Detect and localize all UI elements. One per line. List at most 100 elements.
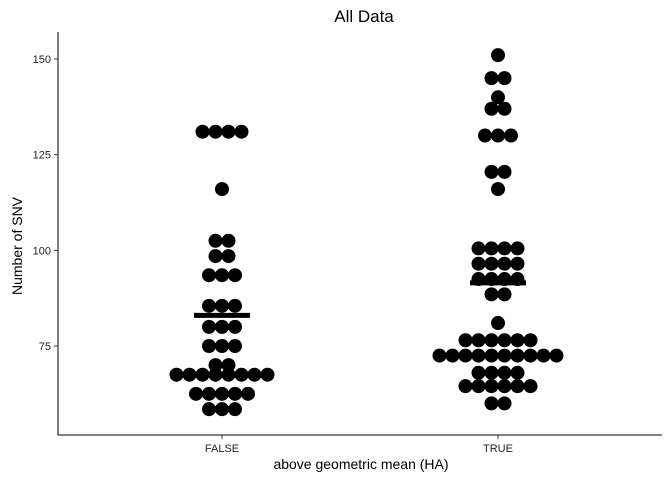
data-point	[228, 319, 242, 334]
data-point	[458, 333, 473, 348]
x-tick-label: TRUE	[483, 443, 513, 455]
data-point	[208, 233, 223, 248]
data-point	[221, 367, 236, 382]
data-point	[491, 128, 505, 143]
data-point	[208, 124, 223, 139]
data-point	[491, 316, 505, 331]
data-point	[221, 249, 236, 264]
data-point	[484, 101, 499, 116]
data-point	[228, 339, 242, 353]
data-point	[471, 348, 486, 363]
data-point	[497, 164, 512, 179]
data-point	[458, 379, 473, 394]
data-point	[471, 256, 486, 271]
data-point	[445, 348, 460, 363]
data-point	[497, 71, 512, 86]
data-point	[510, 241, 525, 256]
data-point	[228, 386, 242, 401]
data-point	[510, 379, 525, 394]
data-point	[478, 128, 492, 143]
data-point	[497, 396, 512, 411]
data-point	[510, 365, 525, 380]
data-point	[234, 124, 249, 139]
data-point	[484, 365, 499, 380]
data-point	[497, 379, 512, 394]
data-point	[484, 348, 499, 363]
data-point	[484, 379, 499, 394]
y-axis-title: Number of SNV	[9, 196, 25, 295]
data-point	[491, 90, 505, 105]
data-point	[549, 348, 564, 363]
x-tick-label: FALSE	[205, 443, 239, 455]
data-point	[215, 319, 229, 334]
data-point	[510, 348, 525, 363]
data-point	[484, 71, 499, 86]
data-point	[215, 298, 229, 313]
data-point	[497, 333, 512, 348]
data-point	[510, 333, 525, 348]
data-point	[228, 402, 242, 417]
data-point	[182, 367, 197, 382]
data-point	[504, 128, 518, 143]
data-point	[215, 268, 229, 283]
data-point	[523, 379, 538, 394]
data-point	[497, 348, 512, 363]
data-point	[491, 48, 505, 63]
data-point	[247, 367, 262, 382]
data-point	[536, 348, 551, 363]
data-point	[510, 256, 525, 271]
data-point	[169, 367, 184, 382]
data-point	[208, 249, 223, 264]
data-point	[241, 386, 255, 401]
data-point	[471, 333, 486, 348]
data-point	[432, 348, 447, 363]
data-point	[208, 367, 223, 382]
y-tick-label: 125	[33, 150, 51, 162]
data-point	[202, 268, 216, 283]
data-point	[260, 367, 275, 382]
data-point	[202, 319, 216, 334]
data-point	[221, 358, 236, 373]
data-point	[523, 348, 538, 363]
data-point	[215, 182, 229, 197]
data-point	[497, 287, 512, 302]
data-point	[484, 333, 499, 348]
data-point	[202, 339, 216, 353]
data-point	[497, 101, 512, 116]
y-tick-label: 100	[33, 245, 51, 257]
data-point	[497, 365, 512, 380]
data-point	[208, 358, 223, 373]
data-point	[202, 386, 216, 401]
data-points	[169, 48, 564, 417]
chart-title: All Data	[334, 7, 394, 26]
data-point	[484, 287, 499, 302]
mean-bars	[194, 280, 526, 318]
data-point	[484, 256, 499, 271]
data-point	[471, 241, 486, 256]
data-point	[228, 298, 242, 313]
data-point	[491, 182, 505, 197]
y-tick-label: 75	[39, 341, 51, 353]
data-point	[221, 233, 236, 248]
data-point	[228, 268, 242, 283]
data-point	[234, 367, 249, 382]
data-point	[523, 333, 538, 348]
data-point	[471, 365, 486, 380]
data-point	[215, 402, 229, 417]
data-point	[484, 164, 499, 179]
data-point	[497, 241, 512, 256]
data-point	[484, 396, 499, 411]
y-tick-label: 150	[33, 54, 51, 66]
x-ticks: FALSE TRUE	[205, 435, 513, 455]
data-point	[471, 379, 486, 394]
data-point	[195, 124, 210, 139]
data-point	[458, 348, 473, 363]
data-point	[189, 386, 203, 401]
data-point	[195, 367, 210, 382]
data-point	[202, 402, 216, 417]
data-point	[221, 124, 236, 139]
data-point	[484, 241, 499, 256]
data-point	[202, 298, 216, 313]
data-point	[215, 339, 229, 353]
